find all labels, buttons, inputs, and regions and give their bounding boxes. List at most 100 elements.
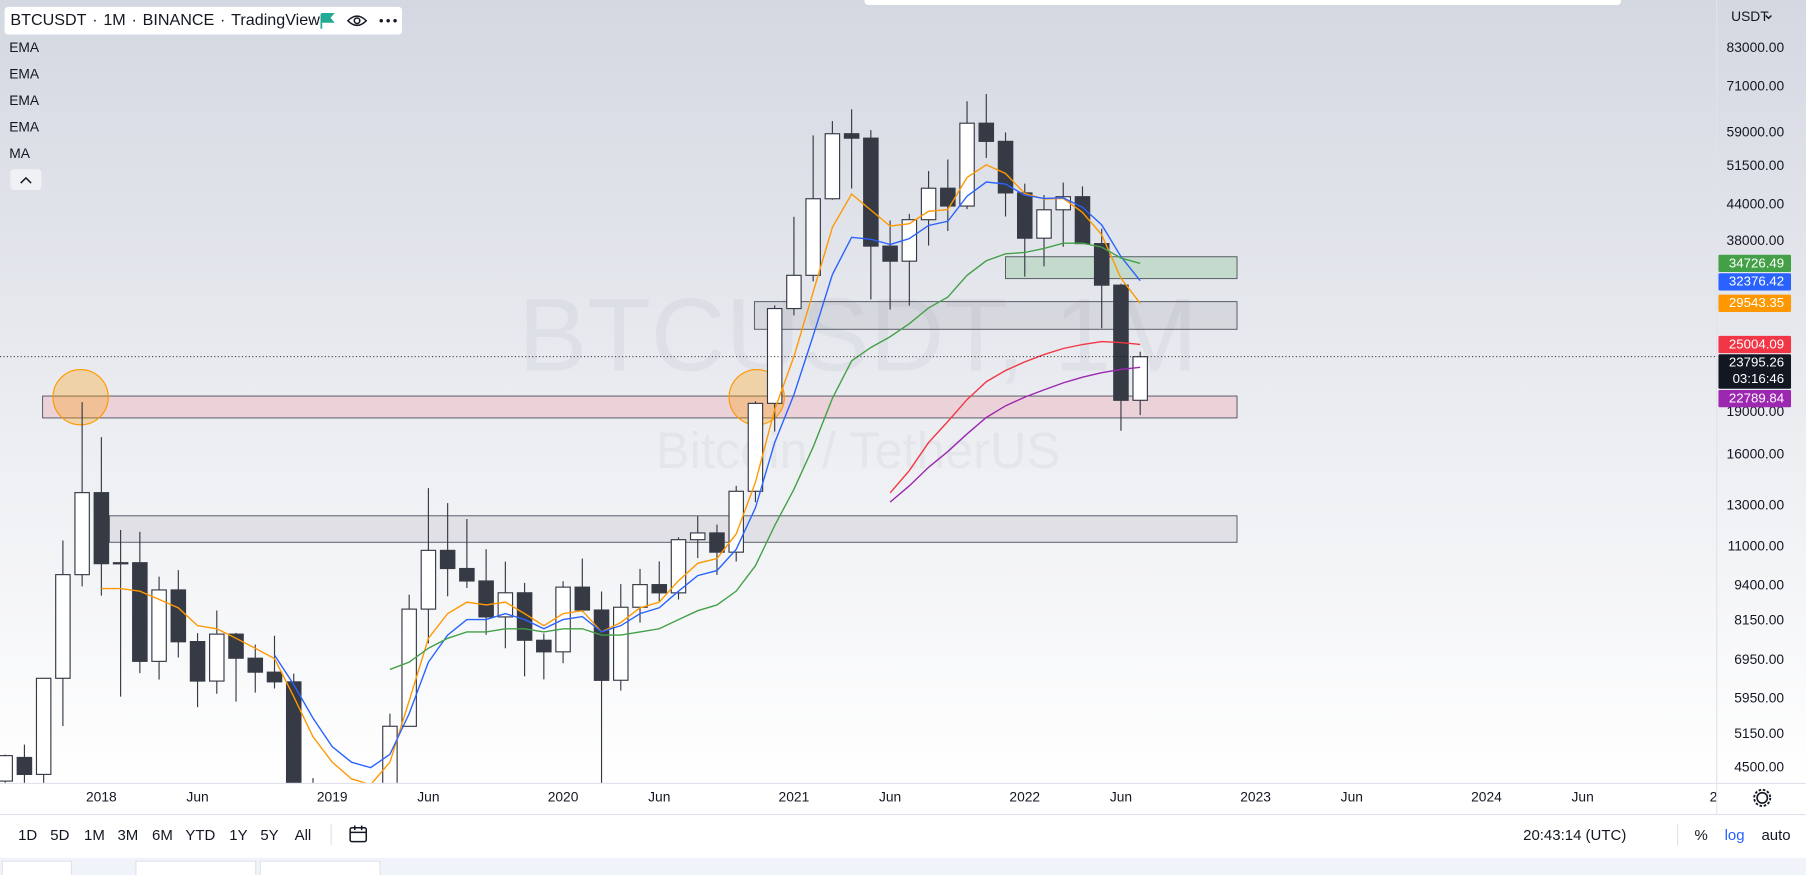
x-tick-label: Jun (1341, 789, 1363, 805)
candle-body (670, 539, 687, 594)
candles (0, 94, 1148, 835)
candle-body (35, 677, 52, 775)
y-tick-label: 16000.00 (1727, 445, 1785, 461)
collapse-icon[interactable] (20, 176, 32, 184)
bottom-panel (0, 857, 1806, 875)
range-button[interactable]: 1D (18, 827, 37, 844)
candle-body (709, 532, 725, 553)
panel-tab[interactable] (135, 860, 257, 875)
indicator-lines (0, 163, 1717, 783)
indicator-line (273, 181, 1141, 769)
more-icon[interactable] (379, 18, 397, 23)
eye-icon[interactable] (346, 15, 368, 27)
candle-body (574, 586, 591, 611)
price-labels: 34726.49 32376.42 29543.35 25004.09 23795.26… (1718, 254, 1792, 408)
price-label-box (1718, 254, 1792, 273)
price-label-box (1718, 294, 1792, 312)
indicator-line (389, 242, 1141, 671)
x-tick-label: 2020 (548, 789, 579, 805)
candle-body (74, 492, 90, 576)
candle-body (189, 641, 206, 682)
panel-tab[interactable] (259, 860, 381, 875)
x-tick-label: 2024 (1471, 789, 1502, 805)
interval[interactable]: 1M (103, 11, 125, 29)
log-toggle[interactable]: log (1725, 827, 1745, 844)
y-tick-label: 9400.00 (1734, 577, 1784, 593)
x-tick-label: 2022 (1009, 789, 1040, 805)
range-button[interactable]: 1Y (229, 827, 247, 844)
x-tick-label: Jun (417, 789, 439, 805)
y-tick-label: 8150.00 (1734, 612, 1784, 628)
indicator-line (889, 366, 1141, 503)
candle-body (439, 549, 456, 570)
candle-body (728, 490, 744, 553)
candle-body (266, 671, 283, 683)
highlight-circle[interactable] (52, 368, 109, 426)
candle-body (1074, 196, 1091, 245)
watermark-symbol: BTCUSDT, 1M (518, 276, 1198, 392)
zone-rectangle[interactable] (108, 515, 1238, 543)
percent-toggle[interactable]: % (1695, 827, 1708, 844)
x-tick-label: 2019 (317, 789, 348, 805)
candle-body (497, 592, 514, 618)
indicator-line (101, 163, 1141, 783)
candle-body (824, 133, 841, 200)
candle-body (325, 816, 339, 835)
range-button[interactable]: All (295, 827, 312, 844)
range-button[interactable]: 1M (84, 827, 105, 844)
range-button[interactable]: YTD (185, 827, 215, 844)
range-button[interactable]: 6M (152, 827, 173, 844)
currency[interactable]: USDT (1731, 8, 1769, 24)
clock[interactable]: 20:43:14 (UTC) (1523, 827, 1626, 844)
panel-tab[interactable] (1, 860, 72, 875)
candle-body (863, 137, 879, 247)
price-label: 34726.49 (1729, 255, 1784, 270)
indicator-label: EMA (9, 118, 40, 134)
auto-toggle[interactable]: auto (1761, 827, 1790, 844)
candle-body (112, 562, 129, 565)
candle-body (247, 657, 264, 673)
range-button[interactable]: 3M (117, 827, 138, 844)
candle-body (478, 580, 494, 618)
range-button[interactable]: 5D (50, 827, 69, 844)
candle-body (401, 608, 417, 727)
exchange[interactable]: BINANCE (143, 11, 215, 29)
y-tick-label: 11000.00 (1728, 538, 1785, 554)
separator: · (220, 11, 225, 29)
source[interactable]: TradingView (231, 11, 320, 29)
symbol-legend[interactable]: BTCUSDT · 1M · BINANCE · TradingView (10, 11, 320, 29)
price-label-box (1718, 354, 1792, 389)
candle-body (747, 402, 764, 492)
price-label: 29543.35 (1729, 295, 1784, 310)
candle-body (1036, 209, 1052, 239)
settings-gear[interactable] (1753, 788, 1772, 807)
candle-body (1093, 243, 1110, 286)
y-tick-label: 5150.00 (1734, 725, 1784, 741)
flag-icon[interactable] (320, 12, 335, 29)
zone-rectangle[interactable] (753, 301, 1238, 330)
candle-body (843, 133, 860, 139)
x-tick-label: Jun (879, 789, 901, 805)
symbol[interactable]: BTCUSDT (10, 11, 86, 29)
date-range-icon[interactable] (349, 825, 368, 843)
separator: · (132, 11, 137, 29)
x-tick-label: Jun (648, 789, 670, 805)
y-tick-label: 71000.00 (1727, 78, 1785, 94)
price-label: 22789.84 (1729, 390, 1784, 405)
zone-rectangle[interactable] (1005, 256, 1238, 280)
range-button[interactable]: 5Y (260, 827, 278, 844)
y-tick-label: 38000.00 (1727, 232, 1785, 248)
indicator-label: EMA (9, 39, 40, 55)
zone-rectangle[interactable] (42, 395, 1238, 419)
candle-body (882, 245, 898, 262)
collapse-button[interactable] (10, 169, 42, 190)
candle-body (0, 755, 13, 782)
x-tick-label: Jun (186, 789, 208, 805)
indicator-label: EMA (9, 65, 40, 81)
x-tick-label: 2023 (1240, 789, 1271, 805)
candle-body (285, 681, 302, 783)
candle-body (959, 122, 975, 207)
currency-caret[interactable] (1765, 15, 1772, 20)
candle-body (978, 122, 995, 142)
indicator-label: MA (9, 145, 30, 161)
